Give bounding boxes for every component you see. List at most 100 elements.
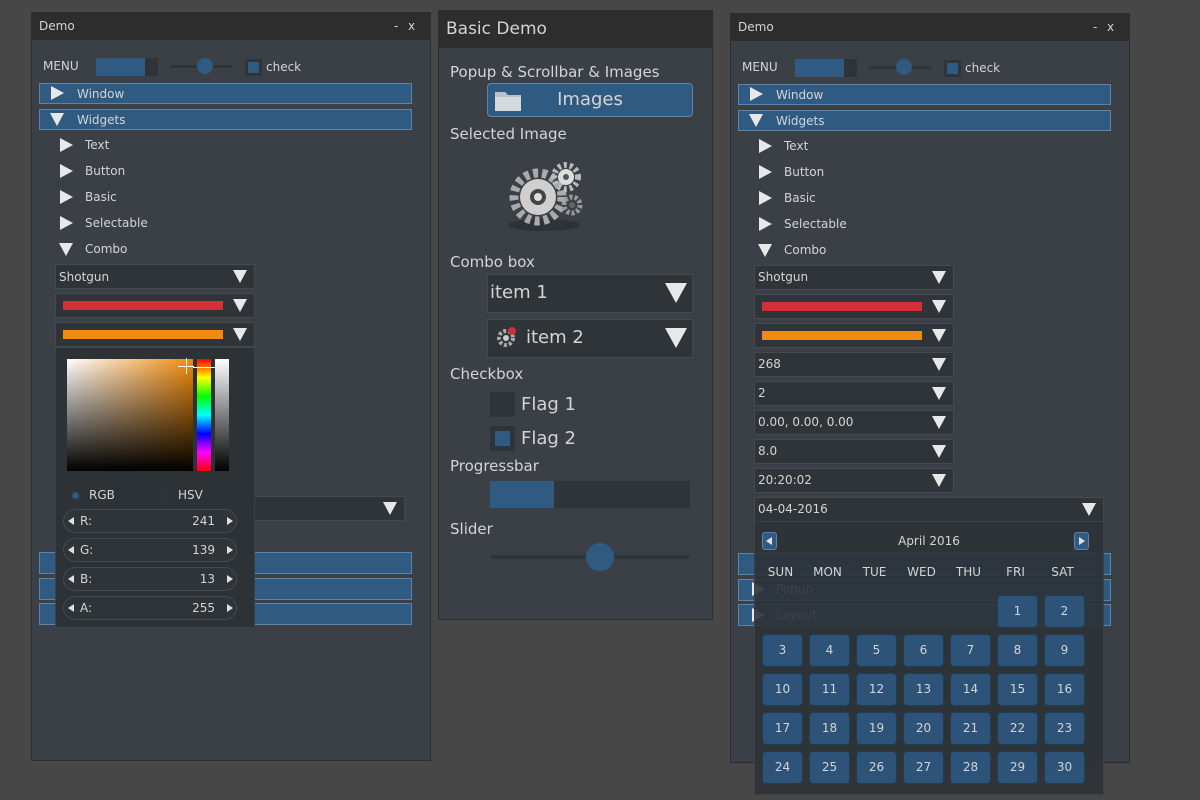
property[interactable] <box>63 538 237 562</box>
tree-toggle <box>759 191 772 205</box>
tree-node-label[interactable]: Basic <box>784 191 816 205</box>
calendar-day[interactable]: 29 <box>997 751 1038 784</box>
calendar-day[interactable]: 21 <box>950 712 991 745</box>
minimize-button[interactable]: - <box>394 19 399 33</box>
calendar-day[interactable]: 7 <box>950 634 991 667</box>
close-button[interactable]: x <box>1107 20 1115 34</box>
tree-node-label[interactable]: Combo <box>85 242 128 256</box>
calendar-day[interactable]: 1 <box>997 595 1038 628</box>
color-mode-label: RGB <box>89 488 115 502</box>
color-swatch <box>63 330 223 339</box>
tree-node-label[interactable]: Button <box>85 164 126 178</box>
combo[interactable] <box>754 468 954 493</box>
tree-header-label: Widgets <box>77 113 126 127</box>
property[interactable] <box>63 596 237 620</box>
minimize-button[interactable]: - <box>1093 20 1098 34</box>
menu-slider-knob[interactable] <box>896 59 912 75</box>
calendar-day[interactable]: 2 <box>1044 595 1085 628</box>
saturation-value-area[interactable] <box>67 359 193 471</box>
calendar-day[interactable]: 26 <box>856 751 897 784</box>
calendar-day[interactable]: 8 <box>997 634 1038 667</box>
calendar-day[interactable]: 14 <box>950 673 991 706</box>
calendar-day[interactable]: 25 <box>809 751 850 784</box>
tree-node-label[interactable]: Combo <box>784 243 827 257</box>
tree-toggle <box>60 138 73 152</box>
color-mode-label: HSV <box>178 488 203 502</box>
tree-toggle <box>60 164 73 178</box>
menu-label[interactable]: MENU <box>742 60 778 74</box>
selected-image <box>508 162 583 231</box>
property-increment[interactable] <box>227 546 233 554</box>
calendar-day[interactable]: 27 <box>903 751 944 784</box>
calendar-day[interactable]: 30 <box>1044 751 1085 784</box>
tree-node-label[interactable]: Text <box>85 138 110 152</box>
close-button[interactable]: x <box>408 19 416 33</box>
menu-label[interactable]: MENU <box>43 59 79 73</box>
weekday-label: SAT <box>1051 565 1074 579</box>
alpha-bar[interactable] <box>215 359 229 471</box>
tree-header[interactable] <box>39 83 412 104</box>
calendar-day[interactable]: 15 <box>997 673 1038 706</box>
combo[interactable] <box>487 274 693 313</box>
calendar-day[interactable]: 6 <box>903 634 944 667</box>
combo[interactable] <box>487 319 693 358</box>
tree-header[interactable] <box>39 109 412 130</box>
calendar-day[interactable]: 10 <box>762 673 803 706</box>
property[interactable] <box>63 509 237 533</box>
combo-arrow <box>233 328 247 341</box>
tree-header[interactable] <box>738 84 1111 105</box>
combo-arrow <box>1082 503 1096 516</box>
tree-node-label[interactable]: Selectable <box>85 216 148 230</box>
property-decrement[interactable] <box>68 575 74 583</box>
property-label: B: <box>80 572 93 586</box>
date-combo[interactable] <box>754 497 1104 522</box>
tree-node-label[interactable]: Button <box>784 165 825 179</box>
combo[interactable] <box>754 381 954 406</box>
combo[interactable] <box>55 264 255 289</box>
calendar-day[interactable]: 17 <box>762 712 803 745</box>
calendar-day[interactable]: 16 <box>1044 673 1085 706</box>
property-value: 139 <box>192 543 215 557</box>
combo-arrow <box>932 358 946 371</box>
calendar-day[interactable]: 24 <box>762 751 803 784</box>
calendar-day[interactable]: 28 <box>950 751 991 784</box>
tree-node-label[interactable]: Basic <box>85 190 117 204</box>
slider-knob[interactable] <box>586 543 614 571</box>
calendar-day[interactable]: 18 <box>809 712 850 745</box>
property-decrement[interactable] <box>68 517 74 525</box>
calendar-day[interactable]: 22 <box>997 712 1038 745</box>
checkbox-fill <box>947 63 958 74</box>
images-button[interactable] <box>487 83 693 117</box>
calendar-day[interactable]: 19 <box>856 712 897 745</box>
calendar-day[interactable]: 13 <box>903 673 944 706</box>
calendar-day[interactable]: 3 <box>762 634 803 667</box>
property-increment[interactable] <box>227 575 233 583</box>
property[interactable] <box>63 567 237 591</box>
checkbox[interactable] <box>490 392 515 417</box>
radio[interactable] <box>69 489 82 502</box>
tree-node-label[interactable]: Selectable <box>784 217 847 231</box>
property-increment[interactable] <box>227 517 233 525</box>
property-increment[interactable] <box>227 604 233 612</box>
calendar-day[interactable]: 12 <box>856 673 897 706</box>
combo-arrow <box>932 387 946 400</box>
property-decrement[interactable] <box>68 604 74 612</box>
calendar-day[interactable]: 20 <box>903 712 944 745</box>
calendar-day[interactable]: 4 <box>809 634 850 667</box>
radio[interactable] <box>157 488 172 503</box>
combo[interactable] <box>754 410 954 435</box>
section-label: Popup & Scrollbar & Images <box>450 63 660 81</box>
hue-bar[interactable] <box>197 359 211 471</box>
property-decrement[interactable] <box>68 546 74 554</box>
calendar-day[interactable]: 11 <box>809 673 850 706</box>
tree-header[interactable] <box>738 110 1111 131</box>
calendar-day[interactable]: 9 <box>1044 634 1085 667</box>
combo[interactable] <box>754 265 954 290</box>
tree-node-label[interactable]: Text <box>784 139 809 153</box>
tree-toggle <box>60 190 73 204</box>
menu-slider-knob[interactable] <box>197 58 213 74</box>
calendar-day[interactable]: 5 <box>856 634 897 667</box>
combo[interactable] <box>754 439 954 464</box>
calendar-day[interactable]: 23 <box>1044 712 1085 745</box>
combo[interactable] <box>754 352 954 377</box>
